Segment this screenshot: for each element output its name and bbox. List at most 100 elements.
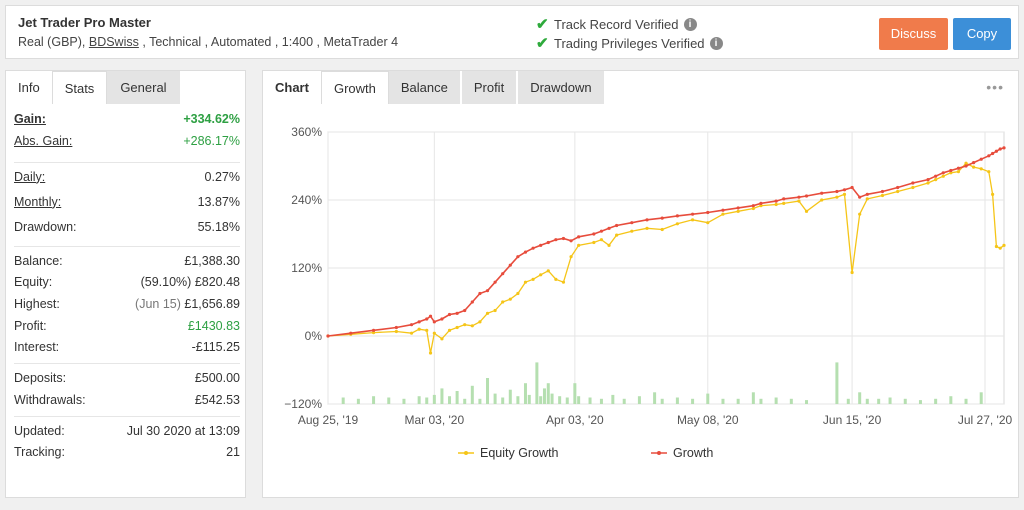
equity-growth-point — [911, 185, 915, 190]
broker-link[interactable]: BDSwiss — [88, 35, 139, 49]
y-tick-label: 0% — [305, 329, 323, 343]
divider — [14, 363, 240, 365]
volume-bar — [759, 398, 763, 404]
gain-label[interactable]: Gain: — [14, 112, 46, 126]
equity-growth-point — [394, 329, 398, 334]
volume-bar — [493, 393, 497, 404]
profit-value: £1430.83 — [187, 318, 240, 333]
volume-bar — [675, 397, 679, 404]
y-tick-label: 240% — [291, 193, 322, 207]
info-icon[interactable]: i — [709, 36, 723, 50]
stat-profit: Profit: £1430.83 — [14, 316, 240, 338]
volume-bar — [789, 398, 793, 404]
growth-point — [926, 178, 930, 182]
volume-bar — [470, 385, 474, 404]
equity-growth-point — [987, 170, 991, 174]
checkmark-icon: ✔ — [536, 16, 549, 33]
discuss-button[interactable]: Discuss — [879, 18, 948, 50]
updated-value: Jul 30 2020 at 13:09 — [126, 423, 240, 438]
equity-growth-point — [991, 192, 995, 196]
stat-gain: Gain: +334.62% — [14, 109, 240, 131]
equity-growth-point — [516, 291, 520, 296]
growth-point — [371, 328, 376, 332]
equity-growth-point — [615, 233, 619, 237]
volume-bar — [455, 391, 459, 404]
volume-bar — [577, 396, 581, 404]
volume-bar — [565, 397, 569, 404]
equity-growth-point — [964, 161, 968, 165]
info-icon[interactable]: i — [683, 17, 697, 31]
tab-general[interactable]: General — [107, 71, 180, 104]
abs-gain-label[interactable]: Abs. Gain: — [14, 133, 73, 148]
volume-bar — [888, 397, 892, 404]
monthly-label[interactable]: Monthly: — [14, 194, 62, 209]
growth-point — [531, 246, 535, 250]
tab-profit[interactable]: Profit — [461, 71, 517, 104]
volume-bar — [691, 398, 695, 404]
tab-growth[interactable]: Growth — [320, 71, 389, 104]
growth-point — [842, 188, 847, 192]
legend-marker — [464, 451, 468, 455]
tab-drawdown[interactable]: Drawdown — [518, 71, 604, 104]
growth-point — [979, 157, 983, 161]
chart-panel: Chart Growth Balance Profit Drawdown •••… — [262, 70, 1019, 498]
growth-point — [941, 171, 945, 175]
equity-growth-point — [751, 206, 755, 211]
growth-point — [630, 221, 634, 225]
monthly-value: 13.87% — [197, 194, 240, 209]
equity-growth-point — [1002, 243, 1006, 247]
tracking-label: Tracking: — [14, 445, 65, 460]
equity-growth-point — [972, 165, 976, 169]
volume-bar — [501, 397, 505, 404]
growth-point — [645, 218, 649, 222]
growth-point — [987, 154, 991, 158]
growth-point — [797, 195, 801, 199]
growth-point — [782, 197, 786, 201]
growth-point — [1002, 146, 1006, 150]
equity-growth-point — [979, 167, 983, 171]
volume-bar — [736, 398, 740, 404]
stats-panel: Info Stats General Gain: +334.62% Abs. G… — [5, 70, 246, 498]
equity-growth-point — [508, 297, 512, 301]
growth-point — [911, 181, 915, 185]
volume-bar — [516, 396, 520, 404]
tab-balance[interactable]: Balance — [388, 71, 460, 104]
equity-growth-point — [523, 280, 528, 284]
volume-bar — [523, 383, 527, 404]
tab-stats[interactable]: Stats — [51, 71, 108, 104]
volume-bar — [546, 383, 550, 404]
equity-growth-point — [561, 280, 566, 284]
growth-point — [721, 208, 725, 212]
growth-point — [501, 272, 505, 276]
growth-point — [440, 317, 444, 321]
growth-point — [599, 229, 604, 233]
equity-growth-point — [577, 243, 581, 247]
equity-growth-point — [880, 193, 885, 198]
growth-point — [964, 164, 968, 168]
equity-growth-point — [630, 229, 634, 233]
volume-bar — [721, 398, 725, 404]
volume-bar — [835, 362, 839, 404]
highest-value-group: (Jun 15) £1,656.89 — [135, 297, 240, 311]
growth-point — [690, 212, 695, 216]
volume-bar — [539, 396, 543, 404]
equity-growth-point — [842, 192, 847, 196]
growth-point — [972, 161, 976, 165]
equity-growth-point — [432, 331, 436, 335]
track-record-label: Track Record Verified — [554, 16, 679, 32]
copy-button[interactable]: Copy — [953, 18, 1011, 50]
growth-point — [516, 255, 520, 259]
equity-growth-point — [455, 325, 459, 330]
ellipsis-icon[interactable]: ••• — [986, 79, 1004, 95]
daily-label[interactable]: Daily: — [14, 169, 46, 184]
growth-point — [523, 250, 528, 254]
volume-bar — [622, 398, 626, 404]
growth-point — [428, 314, 433, 318]
equity-growth-point — [539, 273, 543, 277]
profit-label: Profit: — [14, 318, 47, 333]
tab-info[interactable]: Info — [18, 80, 40, 95]
growth-point — [858, 195, 862, 199]
equity-growth-point — [994, 244, 999, 249]
growth-point — [706, 210, 710, 215]
tab-chart[interactable]: Chart — [275, 80, 309, 95]
